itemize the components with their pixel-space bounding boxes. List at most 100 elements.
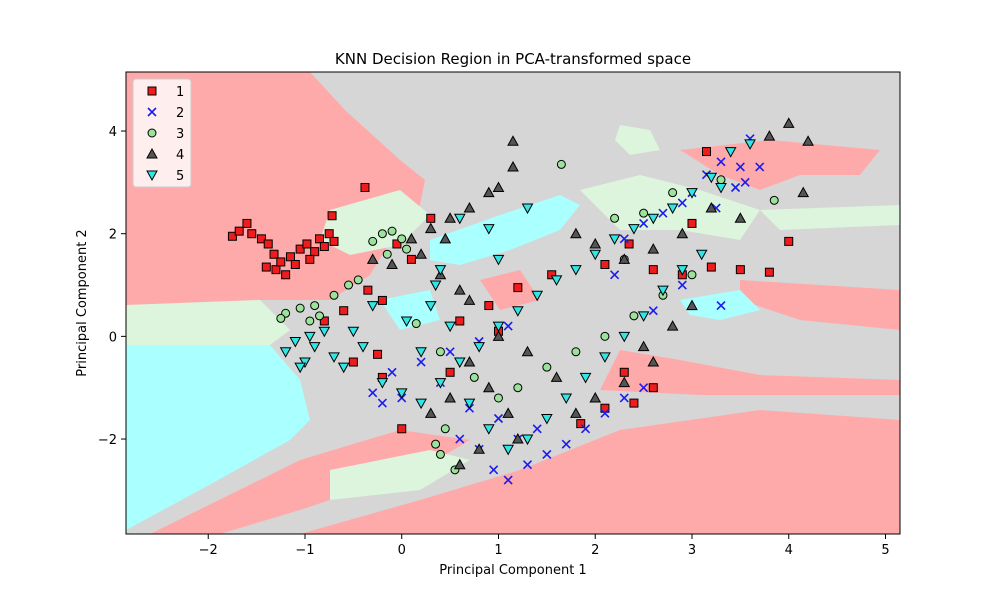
- point-class-2: [619, 393, 629, 403]
- point-class-1: [392, 239, 402, 249]
- point-class-2: [639, 218, 649, 228]
- point-class-4: [366, 253, 379, 264]
- x-axis-ticks: −2 −1 0 1 2 3 4 5: [199, 534, 890, 558]
- point-class-3: [431, 439, 441, 449]
- point-class-4: [686, 299, 698, 311]
- point-class-1: [281, 270, 291, 280]
- point-class-4: [444, 212, 456, 223]
- point-class-1: [600, 260, 610, 269]
- point-class-1: [547, 270, 557, 280]
- point-class-2: [658, 208, 668, 218]
- point-class-1: [302, 239, 312, 249]
- point-class-5: [376, 378, 389, 389]
- point-class-1: [784, 236, 794, 246]
- point-class-5: [695, 249, 708, 261]
- point-class-5: [492, 254, 505, 266]
- point-class-4: [589, 237, 602, 249]
- point-class-1: [263, 239, 273, 249]
- point-class-1: [271, 265, 281, 275]
- point-class-1: [702, 147, 711, 157]
- point-class-4: [492, 181, 505, 192]
- point-class-2: [735, 162, 745, 172]
- point-class-5: [589, 249, 602, 261]
- point-class-5: [337, 362, 350, 374]
- point-class-3: [368, 236, 378, 246]
- region-1-right-wedge: [740, 280, 900, 330]
- point-class-2: [455, 434, 465, 444]
- point-class-4: [521, 345, 534, 357]
- point-class-4: [463, 356, 476, 367]
- point-class-1: [261, 262, 271, 272]
- point-class-1: [227, 231, 237, 241]
- point-class-5: [599, 352, 611, 363]
- legend-marker-3: [147, 128, 157, 138]
- point-class-4: [511, 433, 524, 444]
- region-3-top-patch: [615, 125, 660, 155]
- point-class-1: [242, 218, 252, 228]
- point-class-1: [576, 419, 586, 429]
- legend-marker-1: [147, 86, 157, 96]
- x-tick-label: 5: [881, 543, 889, 558]
- y-tick-label: 0: [109, 330, 117, 345]
- point-class-2: [377, 398, 387, 408]
- point-class-5: [531, 290, 544, 302]
- point-class-3: [600, 331, 610, 341]
- point-class-1: [445, 367, 455, 377]
- point-class-1: [348, 357, 358, 367]
- x-tick-label: 2: [591, 543, 599, 558]
- point-class-2: [387, 367, 397, 377]
- point-class-4: [453, 458, 466, 470]
- point-class-5: [366, 301, 379, 312]
- point-class-4: [705, 202, 718, 213]
- legend-box: [132, 78, 192, 188]
- point-class-1: [377, 295, 387, 305]
- legend: 1 2 3 4 5: [132, 78, 192, 188]
- point-class-1: [234, 226, 244, 236]
- point-class-1: [310, 247, 320, 257]
- point-class-2: [755, 162, 765, 172]
- point-class-3: [556, 159, 566, 169]
- y-axis-ticks: −2 0 2 4: [98, 125, 126, 448]
- point-class-1: [329, 236, 339, 246]
- point-class-2: [639, 383, 649, 393]
- point-class-1: [426, 213, 436, 223]
- point-class-5: [666, 203, 679, 215]
- point-class-2: [493, 413, 504, 424]
- point-class-5: [444, 321, 456, 333]
- legend-marker-4: [146, 147, 158, 159]
- point-class-2: [445, 347, 455, 357]
- region-1-right-strip: [600, 350, 900, 395]
- point-class-5: [657, 285, 669, 297]
- point-class-1: [406, 254, 416, 264]
- point-class-2: [532, 424, 542, 434]
- point-class-5: [395, 388, 408, 399]
- point-class-4: [507, 160, 519, 172]
- point-class-1: [269, 249, 279, 259]
- point-class-3: [402, 244, 412, 254]
- x-tick-label: 1: [494, 543, 502, 558]
- point-class-3: [382, 249, 392, 259]
- plot-frame: [125, 71, 901, 535]
- region-1-bottom: [126, 410, 900, 534]
- point-class-1: [764, 267, 774, 277]
- point-class-5: [453, 357, 466, 369]
- point-class-2: [542, 449, 552, 459]
- point-class-4: [763, 130, 776, 141]
- region-5-upper: [430, 195, 580, 265]
- point-class-5: [560, 393, 573, 404]
- point-class-3: [411, 319, 421, 329]
- point-class-5: [676, 265, 689, 276]
- point-class-2: [677, 198, 687, 208]
- point-class-5: [570, 265, 582, 276]
- point-class-5: [482, 224, 495, 235]
- point-class-3: [435, 449, 445, 459]
- point-class-5: [647, 213, 660, 225]
- y-tick-label: 4: [109, 125, 117, 140]
- point-class-4: [797, 186, 810, 198]
- point-class-5: [705, 172, 718, 184]
- point-class-3: [769, 195, 779, 205]
- point-class-3: [295, 303, 305, 313]
- point-class-5: [618, 331, 631, 343]
- point-class-4: [647, 243, 660, 254]
